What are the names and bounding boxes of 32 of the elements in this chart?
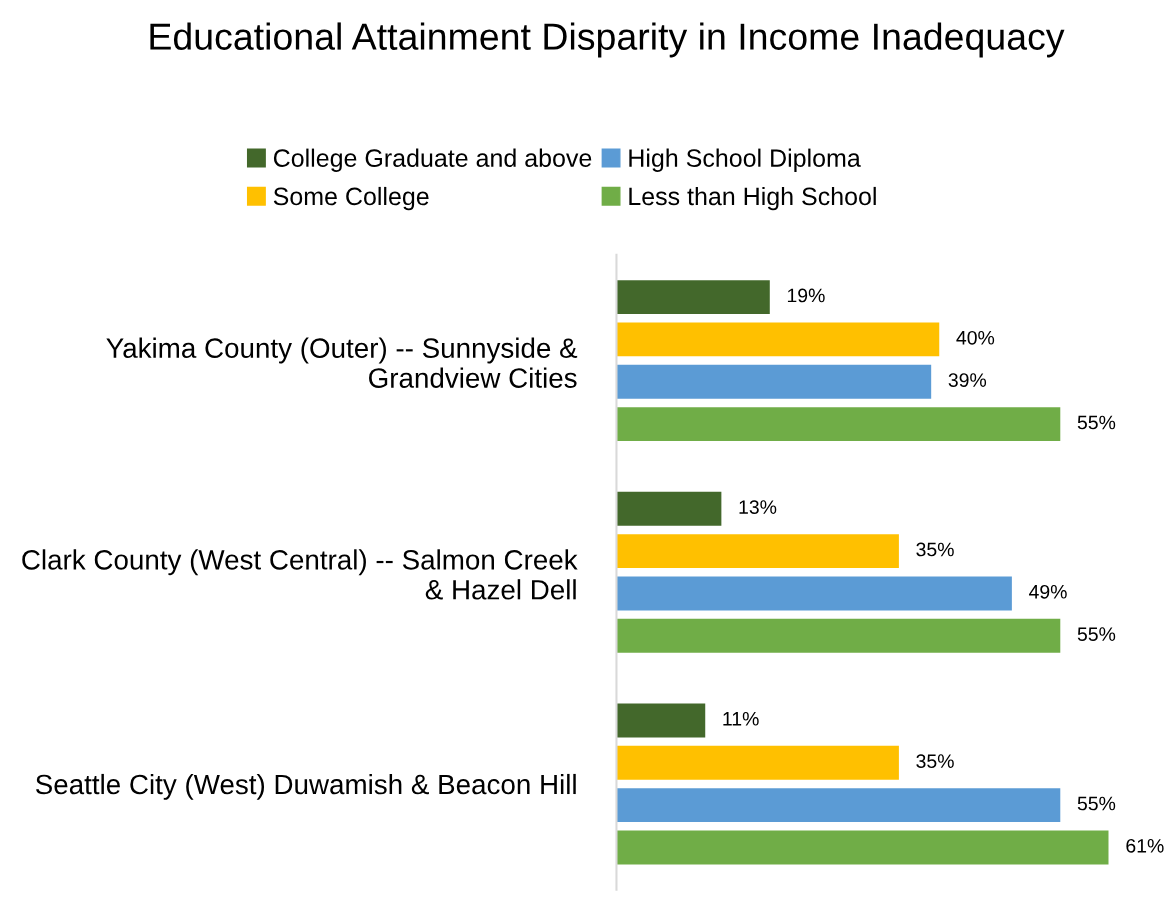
data-label: 61% [1126,838,1164,853]
chart-title: Educational Attainment Disparity in Income Inadequacy [150,22,1065,58]
bar [616,703,706,738]
bar [616,407,1061,442]
bar [616,491,722,526]
y-tick-label: Seattle City (West) Duwamish & Beacon Hill [35,773,576,800]
data-label: 55% [1077,796,1116,811]
legend-label: High School Diploma [629,148,861,172]
data-label: 55% [1077,627,1116,642]
legend-label: Some College [273,186,429,211]
y-tick-label: Clark County (West Central) -- Salmon Creek & Hazel Dell [22,549,578,600]
data-label: 35% [916,542,954,557]
bar [616,830,1109,865]
data-label: 55% [1077,415,1116,430]
data-label: 13% [739,500,777,514]
data-label: 19% [787,288,825,303]
bar [616,576,1012,611]
data-label: 35% [916,754,954,769]
bar [616,618,1061,653]
data-label: 11% [723,712,759,726]
bar [616,745,899,780]
bar [616,788,1061,823]
legend-label: College Graduate and above [273,148,592,172]
bar [616,280,770,315]
data-label: 40% [956,330,995,345]
data-label: 39% [948,373,987,387]
data-label: 49% [1028,584,1067,599]
legend-label: Less than High School [629,186,876,211]
y-tick-label: Yakima County (Outer) -- Sunnyside & Grandview Cities [106,337,578,388]
bar [616,364,932,399]
bar [616,322,940,357]
bar [616,534,899,569]
